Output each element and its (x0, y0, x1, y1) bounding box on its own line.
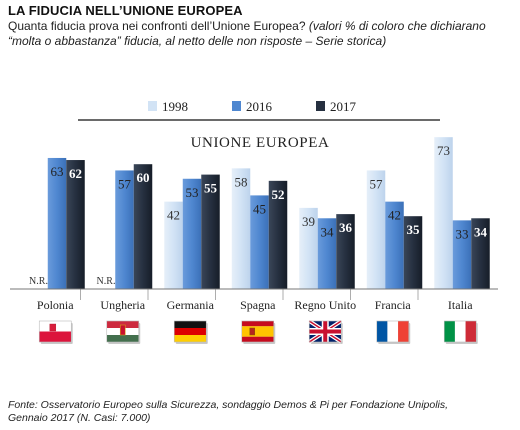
bar-2017-francia (403, 216, 423, 289)
legend-item-2016: 2016 (232, 99, 273, 114)
x-tick-label: Francia (375, 298, 412, 312)
legend-label-2016: 2016 (246, 99, 273, 114)
bar-2016-italia (452, 220, 472, 289)
germany-flag (173, 320, 208, 344)
source-note: Fonte: Osservatorio Europeo sulla Sicure… (8, 399, 449, 424)
bar-1998-francia (366, 170, 386, 289)
bar-value-2016: 53 (186, 185, 199, 200)
bar-1998-regno-unito (299, 207, 318, 289)
bar-value-2016: 42 (388, 208, 401, 223)
bar-label-missing: N.R. (97, 276, 116, 287)
plot-area: N.R. 63 62 N.R. 57 60 42 53 55 58 45 52 39 34 36 57 42 35… (29, 137, 490, 300)
bar-2016-polonia (47, 157, 67, 289)
x-tick-label: Regno Unito (294, 298, 356, 312)
bar-1998-italia (434, 137, 453, 289)
bar-value-2017: 36 (339, 220, 353, 235)
france-flag (376, 320, 411, 344)
x-tick-label: Ungheria (100, 298, 145, 312)
x-axis-labels: Polonia Ungheria Germania Spagna Regno Unito… (37, 298, 473, 312)
bar-2016-germania (182, 178, 202, 289)
legend-swatch-1998 (148, 101, 157, 111)
chart-title: UNIONE EUROPEA (191, 135, 330, 151)
bar-2017-ungheria (133, 164, 153, 289)
bar-2017-spagna (268, 180, 288, 289)
hungary-flag (106, 320, 141, 344)
legend-swatch-2017 (316, 101, 325, 111)
subtitle-question: Quanta fiducia prova nei confronti dell’… (8, 19, 306, 33)
legend-item-2017: 2017 (316, 99, 357, 114)
bar-2016-ungheria (115, 170, 134, 289)
bar-value-2016: 57 (118, 176, 132, 191)
bar-2016-regno-unito (317, 218, 337, 289)
bar-value-2017: 52 (272, 187, 285, 202)
x-tick-label: Germania (167, 298, 215, 312)
spain-flag (241, 320, 276, 344)
bar-1998-germania (164, 201, 183, 289)
bar-2016-francia (385, 201, 404, 289)
bar-value-2017: 62 (69, 166, 82, 181)
poland-flag (38, 320, 73, 344)
page-subtitle: Quanta fiducia prova nei confronti dell’… (8, 19, 513, 48)
bar-value-2017: 34 (474, 224, 488, 239)
bar-value-2017: 35 (407, 222, 421, 237)
bar-value-1998: 73 (437, 143, 450, 158)
uk-flag (308, 319, 343, 344)
bar-value-1998: 39 (302, 214, 315, 229)
italy-flag (443, 320, 478, 344)
bar-2017-polonia (66, 160, 85, 289)
page-title: LA FIDUCIA NELL’UNIONE EUROPEA (8, 3, 243, 18)
bar-value-1998: 42 (167, 208, 180, 223)
x-tick-label: Spagna (240, 298, 276, 312)
legend-swatch-2016 (232, 101, 241, 111)
bar-2016-spagna (250, 195, 269, 289)
chart-legend: 1998 2016 2017 (148, 99, 357, 114)
x-tick-label: Italia (448, 298, 473, 312)
bar-2017-regno-unito (336, 214, 355, 289)
subtitle-note: (valori % di coloro che dichiarano “molt… (8, 19, 486, 48)
legend-item-1998: 1998 (148, 99, 188, 114)
bar-value-2016: 45 (253, 201, 266, 216)
legend-label-2017: 2017 (330, 99, 357, 114)
flags-row (38, 319, 478, 344)
bar-value-2016: 63 (51, 164, 64, 179)
bar-1998-spagna (231, 168, 251, 289)
bar-value-2016: 34 (321, 224, 335, 239)
x-tick-label: Polonia (37, 298, 74, 312)
bar-2017-italia (471, 218, 490, 289)
bar-value-1998: 57 (370, 176, 384, 191)
bar-value-2017: 60 (137, 170, 150, 185)
bar-label-missing: N.R. (29, 276, 48, 287)
bar-chart: 1998 2016 2017 UNIONE EUROPEA N.R.63 62N.R.… (10, 99, 498, 344)
bar-value-2017: 55 (204, 181, 218, 196)
bar-value-2016: 33 (456, 226, 469, 241)
bar-value-1998: 58 (235, 174, 248, 189)
legend-label-1998: 1998 (162, 99, 188, 114)
bar-2017-germania (201, 174, 220, 289)
